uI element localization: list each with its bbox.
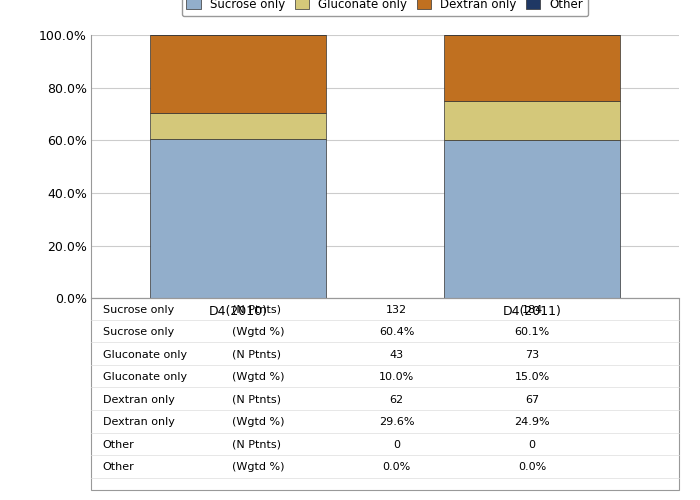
Text: Dextran only: Dextran only — [103, 418, 174, 428]
Text: (N Ptnts): (N Ptnts) — [232, 350, 281, 360]
Text: 0: 0 — [528, 440, 536, 450]
Bar — [150, 113, 326, 140]
Text: (Wgtd %): (Wgtd %) — [232, 372, 285, 382]
Bar — [150, 35, 326, 113]
Text: (N Ptnts): (N Ptnts) — [232, 304, 281, 314]
Text: 0.0%: 0.0% — [383, 462, 411, 472]
Text: 43: 43 — [390, 350, 404, 360]
Text: (Wgtd %): (Wgtd %) — [232, 418, 285, 428]
Bar — [444, 35, 620, 100]
Text: 60.1%: 60.1% — [514, 327, 550, 337]
Text: (Wgtd %): (Wgtd %) — [232, 462, 285, 472]
Text: 29.6%: 29.6% — [379, 418, 414, 428]
Text: 24.9%: 24.9% — [514, 418, 550, 428]
Text: 73: 73 — [525, 350, 539, 360]
Legend: Sucrose only, Gluconate only, Dextran only, Other: Sucrose only, Gluconate only, Dextran on… — [182, 0, 588, 16]
Text: 67: 67 — [525, 395, 539, 405]
Text: Other: Other — [103, 462, 134, 472]
Text: Gluconate only: Gluconate only — [103, 372, 187, 382]
Text: Gluconate only: Gluconate only — [103, 350, 187, 360]
Text: 132: 132 — [386, 304, 407, 314]
Text: 62: 62 — [390, 395, 404, 405]
Bar — [444, 100, 620, 140]
Text: Other: Other — [103, 440, 134, 450]
Text: 60.4%: 60.4% — [379, 327, 414, 337]
Bar — [444, 140, 620, 298]
Text: 15.0%: 15.0% — [514, 372, 550, 382]
Text: (Wgtd %): (Wgtd %) — [232, 327, 285, 337]
Text: Dextran only: Dextran only — [103, 395, 174, 405]
Text: 10.0%: 10.0% — [379, 372, 414, 382]
Text: Sucrose only: Sucrose only — [103, 304, 174, 314]
Text: (N Ptnts): (N Ptnts) — [232, 440, 281, 450]
Text: 0.0%: 0.0% — [518, 462, 546, 472]
Bar — [150, 140, 326, 298]
Text: Sucrose only: Sucrose only — [103, 327, 174, 337]
Text: (N Ptnts): (N Ptnts) — [232, 395, 281, 405]
Text: 184: 184 — [522, 304, 542, 314]
Text: 0: 0 — [393, 440, 400, 450]
